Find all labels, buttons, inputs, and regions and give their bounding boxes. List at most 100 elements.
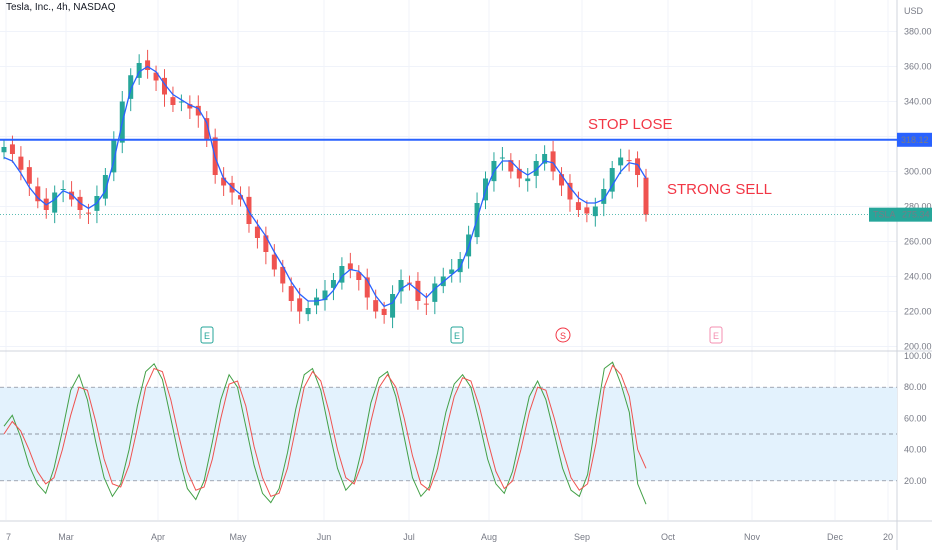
candle-body	[381, 308, 387, 315]
candle-body	[364, 277, 370, 298]
candle-body	[373, 300, 379, 312]
time-tick-label: Jul	[403, 532, 415, 542]
candle-body	[162, 77, 167, 95]
oscillator-tick-label: 40.00	[904, 445, 927, 455]
split-event-icon	[555, 327, 571, 343]
price-axis-currency: USD	[904, 6, 924, 16]
candle-body	[280, 266, 286, 284]
price-tick-label: 300.00	[904, 167, 932, 177]
candle-body	[584, 207, 590, 214]
candle-body	[356, 272, 362, 280]
candle-body	[69, 191, 75, 200]
candle-body	[204, 118, 210, 140]
symbol-badge-label: TSLA	[873, 210, 896, 220]
time-tick-label: Apr	[151, 532, 165, 542]
candle-body	[423, 303, 429, 305]
candle-body	[322, 290, 328, 301]
stop-price-badge	[897, 132, 932, 147]
time-tick-label: May	[229, 532, 247, 542]
earnings-event-icon	[200, 326, 214, 344]
candle-body	[111, 140, 117, 173]
candle-body	[60, 189, 66, 190]
event-marker-label: E	[454, 331, 460, 341]
candle-body	[136, 63, 142, 78]
time-tick-label: Aug	[481, 532, 497, 542]
time-tick-label: Oct	[661, 532, 676, 542]
candle-body	[635, 158, 641, 175]
event-marker: E	[200, 326, 214, 344]
candle-body	[52, 192, 58, 213]
earnings-event-icon	[709, 326, 723, 344]
event-marker: E	[450, 326, 464, 344]
candle-body	[26, 167, 32, 184]
time-tick-label: 7	[6, 532, 11, 542]
price-tick-label: 380.00	[904, 27, 932, 37]
candle-body	[449, 269, 455, 274]
candle-body	[18, 156, 24, 170]
candle-body	[288, 286, 294, 301]
candle-body	[398, 280, 404, 292]
candle-body	[347, 263, 353, 270]
earnings-event-icon	[450, 326, 464, 344]
candle-body	[9, 144, 15, 154]
time-tick-label: Jun	[317, 532, 332, 542]
candle-body	[195, 105, 201, 116]
time-tick-label: Sep	[574, 532, 590, 542]
oscillator-tick-label: 100.00	[904, 351, 932, 361]
candle-body	[254, 226, 260, 238]
event-marker: S	[555, 327, 571, 343]
candle-body	[559, 174, 565, 186]
price-tick-label: 340.00	[904, 97, 932, 107]
stop-price-label: 318.12	[901, 135, 929, 145]
price-tick-label: 220.00	[904, 307, 932, 317]
price-tick-label: 280.00	[904, 202, 932, 212]
time-tick-label: Dec	[827, 532, 844, 542]
candle-body	[35, 186, 41, 202]
price-tick-label: 260.00	[904, 237, 932, 247]
candle-body	[221, 177, 227, 186]
candle-body	[271, 254, 277, 270]
time-tick-label: Mar	[58, 532, 74, 542]
candle-body	[499, 157, 505, 159]
candle-body	[238, 195, 244, 200]
candle-body	[187, 104, 193, 109]
price-tick-label: 200.00	[904, 342, 932, 352]
candle-body	[609, 168, 615, 192]
time-tick-label: Nov	[744, 532, 761, 542]
candle-body	[170, 97, 176, 105]
candle-body	[592, 206, 598, 217]
candle-body	[128, 75, 134, 99]
candle-body	[575, 202, 581, 210]
candle-body	[145, 60, 151, 70]
annotation-stop-lose: STOP LOSE	[588, 116, 673, 133]
candle-body	[516, 168, 522, 179]
candle-body	[178, 101, 184, 103]
candle-body	[618, 157, 624, 166]
price-tick-label: 360.00	[904, 62, 932, 72]
candle-body	[626, 160, 632, 162]
candle-body	[508, 160, 514, 172]
symbol-title: Tesla, Inc., 4h, NASDAQ	[6, 2, 116, 13]
event-marker-label: E	[713, 331, 719, 341]
candle-body	[457, 259, 463, 273]
candle-body	[533, 161, 539, 176]
oscillator-tick-label: 60.00	[904, 413, 927, 423]
annotation-strong-sell: STRONG SELL	[667, 181, 772, 198]
event-marker-label: S	[560, 331, 566, 341]
candle-body	[85, 212, 91, 214]
current-price-label: 275.34	[902, 210, 930, 220]
candle-body	[525, 178, 531, 182]
candle-body	[432, 283, 438, 302]
candle-body	[1, 147, 7, 153]
stochastic-k-line	[3, 361, 647, 505]
candle-body	[601, 189, 607, 204]
candle-body	[550, 151, 556, 172]
candle-body	[390, 294, 396, 318]
candle-body	[153, 72, 159, 81]
event-marker: E	[709, 326, 723, 344]
candle-body	[305, 308, 311, 315]
candle-body	[330, 280, 336, 288]
candle-body	[643, 177, 649, 215]
